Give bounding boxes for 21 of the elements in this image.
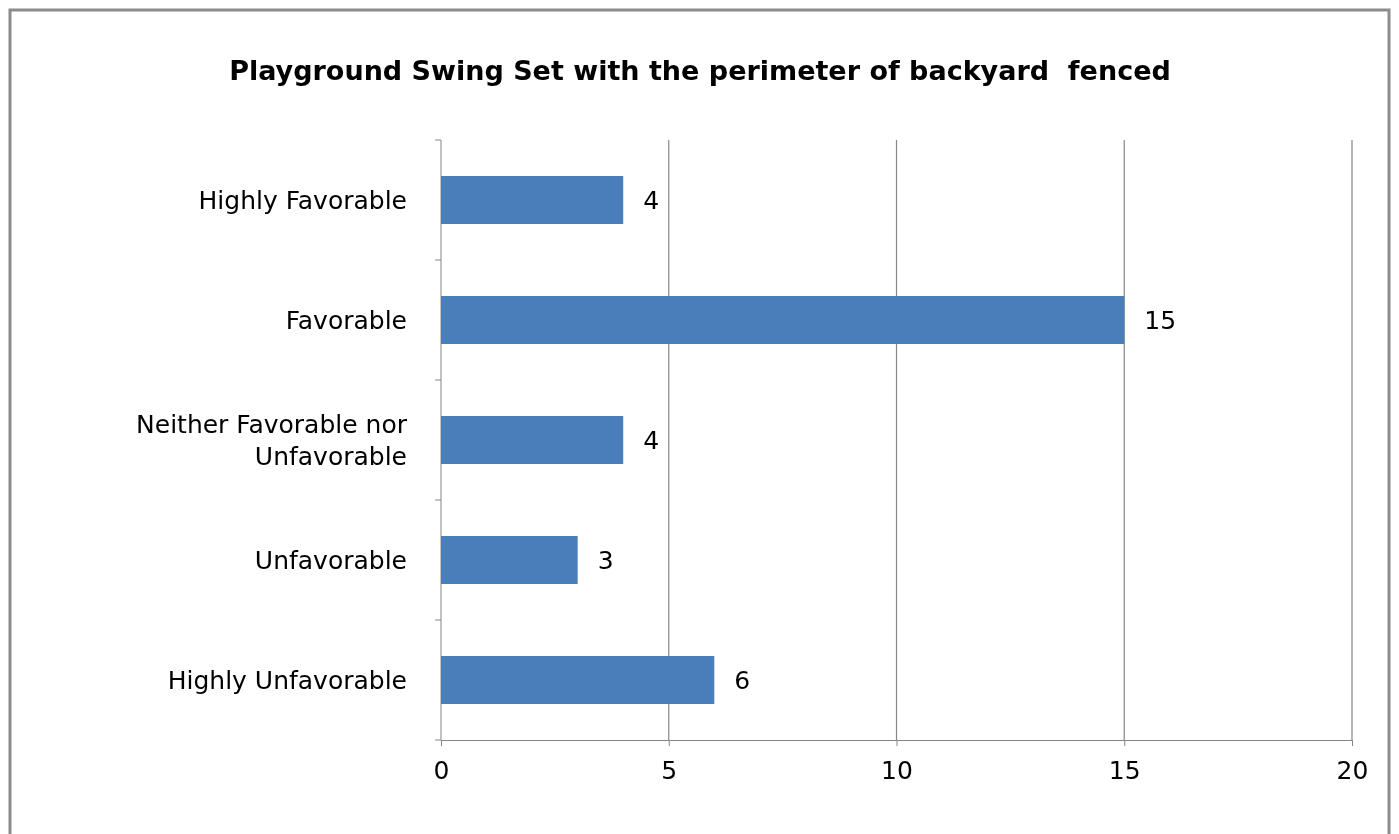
bar [441,656,715,704]
data-label: 15 [1144,305,1177,335]
y-tick-label: Unfavorable [254,545,407,575]
bar [441,176,624,224]
data-label: 4 [643,425,660,455]
bar [441,536,578,584]
x-tick-label: 5 [661,756,678,785]
y-tick-label: Highly Unfavorable [167,665,407,695]
x-tick-label: 15 [1108,756,1141,785]
y-tick-label: Highly Favorable [198,185,407,215]
bar [441,296,1125,344]
data-label: 3 [597,545,614,575]
data-label: 6 [734,665,751,695]
y-tick-label: Favorable [285,305,407,335]
chart-title: Playground Swing Set with the perimeter of backyard fenced [229,55,1171,86]
bar [441,416,624,464]
x-tick-label: 0 [433,756,450,785]
data-label: 4 [643,185,660,215]
y-tick-label: Neither Favorable nor Unfavorable [136,409,408,471]
x-tick-label: 20 [1336,756,1369,785]
x-tick-label: 10 [881,756,913,785]
